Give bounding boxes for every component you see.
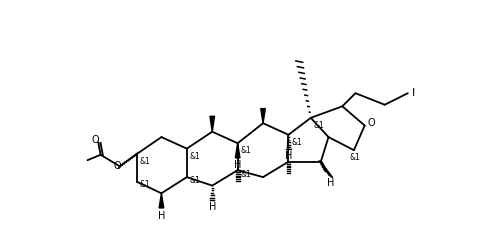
Text: I: I — [412, 88, 416, 98]
Polygon shape — [235, 143, 240, 158]
Text: H: H — [209, 202, 216, 212]
Text: &1: &1 — [190, 152, 201, 161]
Text: &1: &1 — [241, 146, 251, 155]
Polygon shape — [321, 162, 333, 178]
Text: &1: &1 — [140, 157, 151, 166]
Text: H: H — [327, 178, 335, 188]
Text: &1: &1 — [190, 176, 201, 185]
Text: &1: &1 — [314, 121, 325, 130]
Polygon shape — [159, 193, 164, 208]
Text: H: H — [234, 160, 242, 170]
Text: H: H — [285, 151, 292, 161]
Text: &1: &1 — [291, 138, 302, 147]
Polygon shape — [261, 109, 265, 123]
Text: &1: &1 — [350, 153, 360, 162]
Text: H: H — [158, 211, 165, 221]
Text: &1: &1 — [140, 180, 151, 189]
Text: O: O — [367, 118, 375, 128]
Text: O: O — [114, 161, 121, 171]
Text: &1: &1 — [241, 170, 251, 179]
Polygon shape — [210, 116, 214, 132]
Text: O: O — [91, 135, 99, 145]
